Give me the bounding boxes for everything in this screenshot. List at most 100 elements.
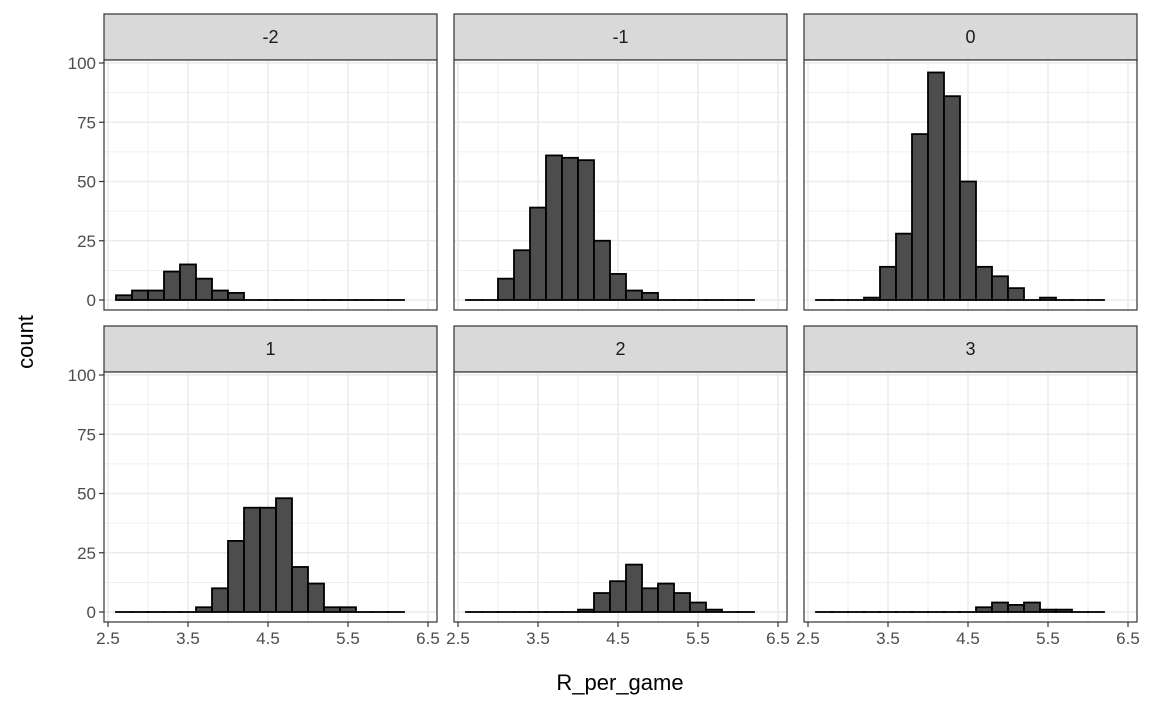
histogram-bar (513, 249, 531, 301)
histogram-bar (991, 601, 1009, 613)
histogram-bar (991, 275, 1009, 301)
histogram-bar (163, 270, 181, 301)
y-axis-title: count (13, 315, 38, 369)
histogram-bar (577, 608, 595, 613)
facet-panel: 2 2.5 3.5 4.5 5.5 6.5 (446, 325, 790, 648)
facet-strip (453, 325, 788, 373)
histogram-bar (227, 291, 245, 301)
histogram-bar (147, 289, 165, 301)
histogram-bar (323, 606, 341, 613)
histogram-bar (911, 133, 929, 301)
histogram-bar (259, 506, 277, 613)
histogram-bar (609, 273, 627, 301)
facet-strip-label: -1 (612, 27, 628, 47)
x-tick-label: 4.5 (256, 629, 280, 648)
histogram-bar (609, 580, 627, 613)
histogram-bar (195, 606, 213, 613)
facet-strip-label: -2 (262, 27, 278, 47)
x-tick-label: 2.5 (796, 629, 820, 648)
histogram-bar (959, 180, 977, 301)
histogram-bar (895, 232, 913, 301)
histogram-bar (879, 265, 897, 301)
histogram-bar (195, 277, 213, 301)
histogram-bar (131, 289, 149, 301)
facet-strip (803, 325, 1138, 373)
histogram-bar (863, 296, 881, 301)
x-tick-label: 6.5 (1116, 629, 1140, 648)
facet-strip (103, 325, 438, 373)
histogram-bar (593, 592, 611, 613)
histogram-bar (943, 95, 961, 301)
y-tick-label: 75 (77, 113, 96, 132)
histogram-bar (243, 506, 261, 613)
panel-border (103, 59, 438, 311)
histogram-bar (927, 71, 945, 301)
histogram-bar (657, 582, 675, 613)
histogram-bar (625, 563, 643, 613)
histogram-bar (497, 277, 515, 301)
facet-panel: -1 (453, 13, 788, 311)
histogram-bar (227, 540, 245, 613)
x-tick-label: 2.5 (96, 629, 120, 648)
histogram-bar (577, 159, 595, 301)
histogram-bar (593, 239, 611, 301)
panel-border (103, 371, 438, 623)
x-tick-label: 5.5 (336, 629, 360, 648)
x-tick-label: 3.5 (876, 629, 900, 648)
facet-strip (453, 13, 788, 61)
histogram-bar (673, 592, 691, 613)
histogram-bar (275, 497, 293, 613)
histogram-bar (1023, 601, 1041, 613)
y-tick-label: 50 (77, 485, 96, 504)
y-tick-label: 100 (68, 366, 96, 385)
histogram-bar (307, 582, 325, 613)
panel-background (104, 60, 437, 310)
histogram-bar (975, 606, 993, 613)
facet-strip-label: 1 (265, 339, 275, 359)
panel-border (803, 59, 1138, 311)
facet-strip-label: 3 (965, 339, 975, 359)
facet-panel: 0 (803, 13, 1138, 311)
histogram-bar (1007, 603, 1025, 613)
facet-strip (103, 13, 438, 61)
panel-background (454, 60, 787, 310)
facet-strip-label: 0 (965, 27, 975, 47)
x-axis-title: R_per_game (556, 670, 683, 695)
panel-border (453, 371, 788, 623)
facet-panel: 3 2.5 3.5 4.5 5.5 6.5 (796, 325, 1140, 648)
x-tick-label: 3.5 (176, 629, 200, 648)
histogram-bar (1039, 296, 1057, 301)
facet-panel: -2 0 25 50 75 100 (68, 13, 438, 311)
y-tick-label: 50 (77, 173, 96, 192)
histogram-bar (211, 289, 229, 301)
panel-border (453, 59, 788, 311)
histogram-bar (291, 566, 309, 613)
histogram-bar (339, 606, 357, 613)
x-tick-label: 6.5 (416, 629, 440, 648)
histogram-bar (625, 289, 643, 301)
facet-strip (803, 13, 1138, 61)
x-tick-label: 5.5 (1036, 629, 1060, 648)
y-tick-label: 25 (77, 232, 96, 251)
x-tick-label: 2.5 (446, 629, 470, 648)
y-tick-label: 100 (68, 54, 96, 73)
x-tick-label: 3.5 (526, 629, 550, 648)
histogram-bar (1055, 608, 1073, 613)
histogram-bar (705, 608, 723, 613)
panel-border (803, 371, 1138, 623)
histogram-bar (975, 265, 993, 301)
facet-panels: -2 0 25 50 75 100 -1 0 1 0 25 50 75 100 2.5 3.5 4.5 5.5 6.… (68, 13, 1140, 648)
histogram-bar (179, 263, 197, 301)
y-tick-label: 0 (87, 291, 96, 310)
histogram-bar (689, 601, 707, 613)
facet-strip-label: 2 (615, 339, 625, 359)
panel-background (804, 372, 1137, 622)
x-tick-label: 6.5 (766, 629, 790, 648)
histogram-bar (529, 206, 547, 301)
y-tick-label: 75 (77, 425, 96, 444)
y-tick-label: 25 (77, 544, 96, 563)
histogram-bar (115, 294, 133, 301)
x-tick-label: 4.5 (956, 629, 980, 648)
x-tick-label: 4.5 (606, 629, 630, 648)
